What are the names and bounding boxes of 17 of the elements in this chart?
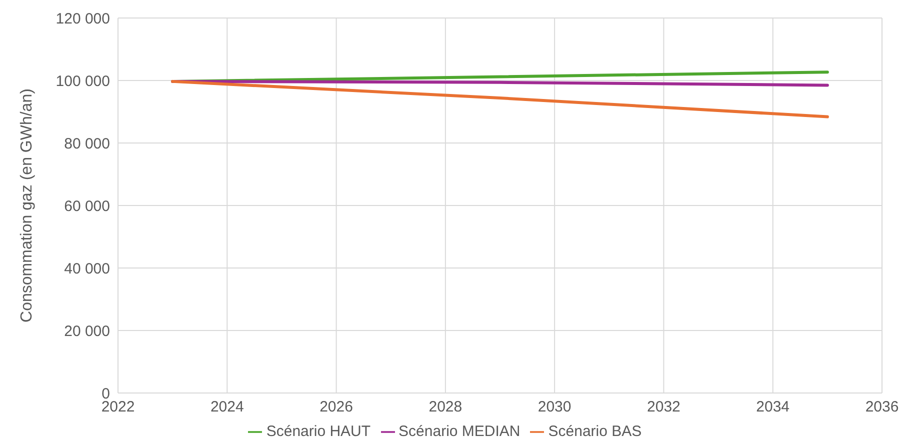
x-tick-label: 2032	[647, 398, 680, 416]
legend-label: Scénario MEDIAN	[398, 423, 520, 440]
y-tick-label: 80 000	[64, 135, 110, 152]
y-tick-label: 40 000	[64, 260, 110, 278]
y-tick-label: 20 000	[64, 322, 110, 340]
legend-label: Scénario HAUT	[266, 423, 371, 440]
x-tick-label: 2036	[865, 398, 899, 416]
x-tick-label: 2030	[538, 398, 572, 416]
x-tick-label: 2034	[756, 398, 790, 416]
x-tick-label: 2026	[320, 398, 353, 416]
x-tick-label: 2028	[428, 398, 462, 416]
legend-label: Scénario BAS	[548, 423, 642, 440]
y-tick-label: 60 000	[64, 198, 110, 215]
x-tick-label: 2024	[210, 398, 244, 416]
y-axis-title: Consommation gaz (en GWh/an)	[18, 88, 36, 322]
y-tick-label: 120 000	[56, 10, 110, 28]
y-tick-label: 100 000	[56, 72, 110, 90]
